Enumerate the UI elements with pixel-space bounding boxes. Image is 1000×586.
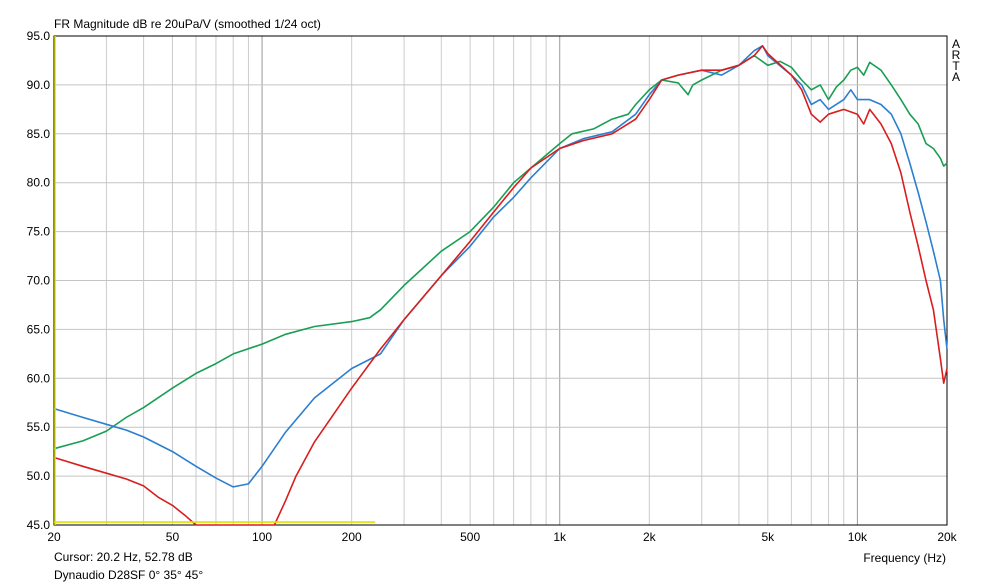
grid [53,35,948,526]
watermark-letter: T [952,59,960,73]
x-axis-ticks: 20 50 100 200 500 1k 2k 5k 10k 20k [47,530,957,544]
y-tick-label: 80.0 [27,176,51,190]
y-tick-label: 65.0 [27,322,51,336]
x-tick-label: 1k [553,530,567,544]
series-line [53,45,948,488]
y-tick-label: 45.0 [27,518,51,532]
x-tick-label: 5k [761,530,775,544]
y-tick-label: 95.0 [27,29,51,43]
x-tick-label: 100 [252,530,272,544]
watermark-letter: A [952,70,960,84]
x-tick-label: 20k [937,530,957,544]
plot-frame [53,35,948,526]
x-tick-label: 200 [342,530,362,544]
y-tick-label: 60.0 [27,371,51,385]
cursor-readout: Cursor: 20.2 Hz, 52.78 dB [54,550,193,564]
watermark-letter: R [952,48,961,62]
series-layer [53,36,948,526]
y-tick-label: 70.0 [27,274,51,288]
series-line [53,45,948,526]
y-tick-label: 50.0 [27,469,51,483]
y-tick-label: 55.0 [27,420,51,434]
chart-title: FR Magnitude dB re 20uPa/V (smoothed 1/2… [54,17,321,31]
x-tick-label: 10k [848,530,868,544]
measurement-description: Dynaudio D28SF 0° 35° 45° [54,568,204,582]
x-tick-label: 500 [460,530,480,544]
y-axis-ticks: 45.0 50.0 55.0 60.0 65.0 70.0 75.0 80.0 85.0 90.0… [27,29,51,532]
y-tick-label: 90.0 [27,78,51,92]
watermark-letter: A [952,37,960,51]
y-tick-label: 85.0 [27,127,51,141]
x-tick-label: 50 [166,530,180,544]
x-tick-label: 2k [643,530,657,544]
x-tick-label: 20 [47,530,61,544]
y-tick-label: 75.0 [27,225,51,239]
series-line [53,54,948,450]
x-axis-label: Frequency (Hz) [863,551,946,565]
